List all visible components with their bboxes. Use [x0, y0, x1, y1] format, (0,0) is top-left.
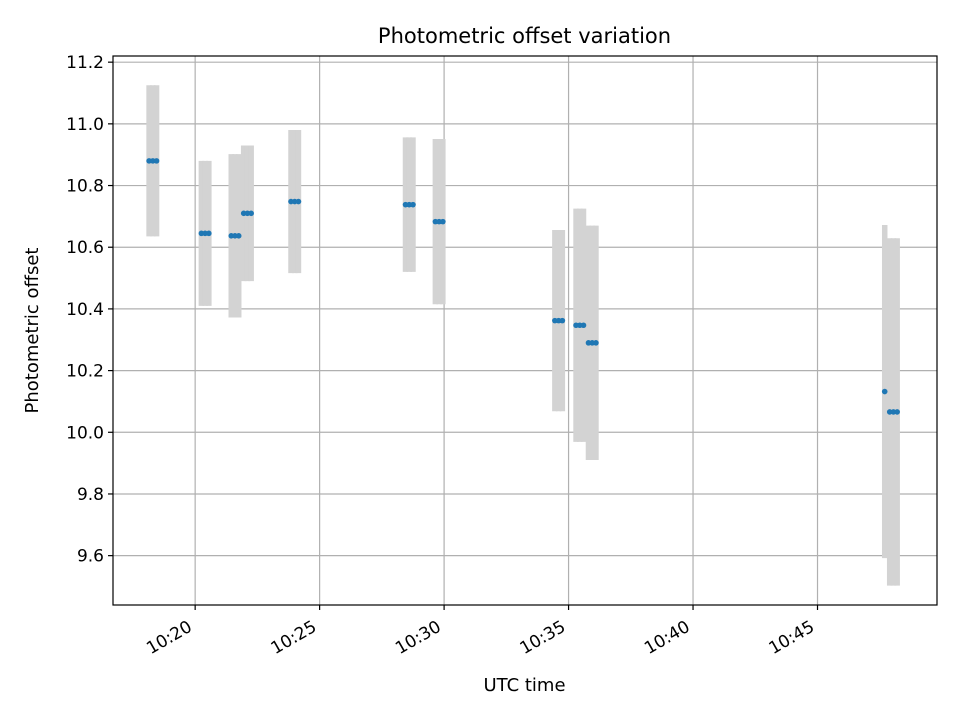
- y-axis-ticks: 9.6 9.8 10.0 10.2 10.4 10.6 10.8 11.0 11.2: [66, 53, 113, 567]
- plot-frame: [112, 55, 938, 606]
- data-point: [881, 388, 888, 395]
- data-point: [894, 409, 900, 415]
- data-point: [248, 210, 254, 217]
- data-points: [146, 158, 900, 415]
- y-tick-label: 10.0: [66, 423, 104, 443]
- data-point: [559, 317, 566, 324]
- y-tick-label: 9.6: [77, 547, 104, 567]
- data-point: [235, 233, 242, 239]
- y-tick-label: 11.2: [66, 53, 104, 73]
- y-tick-label: 10.4: [66, 300, 104, 320]
- data-point: [580, 322, 587, 329]
- data-point: [153, 158, 160, 164]
- y-tick-label: 10.8: [66, 177, 104, 197]
- chart-title: Photometric offset variation: [378, 24, 671, 48]
- y-tick-label: 11.0: [66, 115, 104, 135]
- data-point: [593, 340, 599, 346]
- x-axis-label: UTC time: [483, 675, 565, 696]
- y-tick-label: 10.6: [66, 238, 104, 258]
- y-tick-label: 9.8: [77, 485, 104, 505]
- data-point: [206, 230, 212, 237]
- y-axis-label: Photometric offset: [22, 248, 43, 414]
- y-tick-label: 10.2: [66, 362, 104, 382]
- data-point: [410, 201, 416, 208]
- data-point: [440, 218, 446, 225]
- data-point: [295, 198, 302, 205]
